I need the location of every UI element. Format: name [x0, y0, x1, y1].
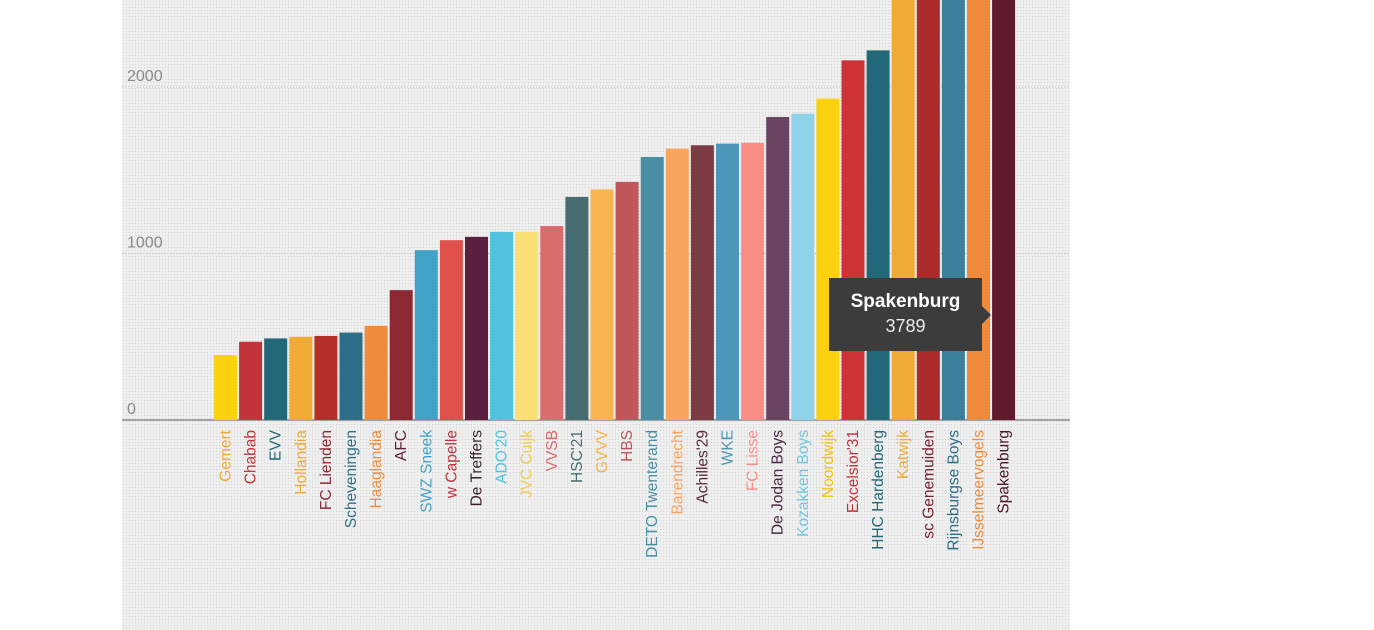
bar[interactable]: [515, 231, 539, 420]
bar[interactable]: [590, 189, 614, 420]
y-axis-ticks: 0 1000 2000: [127, 68, 163, 418]
bar[interactable]: [439, 240, 463, 420]
bar[interactable]: [992, 0, 1016, 420]
bar[interactable]: [465, 236, 488, 420]
y-tick-label: 0: [127, 401, 136, 418]
x-tick-label: Gemert: [218, 429, 235, 481]
x-tick-label: De Jodan Boys: [770, 430, 787, 535]
x-tick-label: Haaglandia: [368, 430, 385, 509]
bar[interactable]: [941, 0, 965, 420]
bar[interactable]: [916, 0, 940, 420]
bar[interactable]: [615, 181, 639, 420]
x-axis-labels: Gemert Chabab EVV Hollandia FC Lienden Scheve…: [218, 429, 1013, 557]
tooltip-value: 3789: [885, 316, 926, 336]
bar[interactable]: [339, 332, 363, 420]
bar[interactable]: [264, 338, 288, 420]
x-tick-label: GVVV: [594, 429, 611, 473]
bar[interactable]: [791, 113, 815, 420]
bar[interactable]: [364, 325, 388, 420]
x-tick-label: JVC Cuijk: [519, 430, 536, 498]
x-tick-label: De Treffers: [469, 430, 486, 507]
x-tick-label: Achilles'29: [694, 430, 711, 504]
bar[interactable]: [414, 250, 438, 420]
bar[interactable]: [289, 336, 313, 420]
bar[interactable]: [716, 143, 739, 421]
x-tick-label: FC Lisse: [745, 430, 762, 491]
bar[interactable]: [741, 142, 765, 420]
x-tick-label: FC Lienden: [318, 430, 335, 510]
x-tick-label: Barendrecht: [669, 429, 686, 514]
bar[interactable]: [816, 98, 840, 420]
bar[interactable]: [967, 0, 990, 420]
bar[interactable]: [640, 156, 664, 420]
tooltip: Spakenburg 3789: [829, 278, 991, 351]
x-tick-label: HHC Hardenberg: [870, 430, 887, 550]
bar[interactable]: [841, 60, 865, 421]
bar[interactable]: [565, 196, 589, 420]
x-tick-label: HSC'21: [569, 430, 586, 483]
x-tick-label: w Capelle: [443, 430, 460, 499]
bar[interactable]: [665, 148, 689, 421]
bar[interactable]: [389, 290, 413, 420]
x-tick-label: Scheveningen: [343, 430, 360, 528]
x-tick-label: Noordwijk: [820, 430, 837, 498]
x-tick-label: ADO'20: [494, 430, 511, 484]
bar[interactable]: [314, 335, 338, 420]
x-tick-label: HBS: [619, 430, 636, 462]
x-tick-label: VVSB: [544, 430, 561, 471]
x-tick-label: Rijnsburgse Boys: [945, 430, 962, 551]
x-tick-label: Kozakken Boys: [795, 430, 812, 537]
bar[interactable]: [540, 226, 564, 420]
x-tick-label: Spakenburg: [996, 430, 1013, 514]
bar[interactable]: [239, 341, 263, 420]
bar[interactable]: [766, 116, 790, 420]
y-tick-label: 1000: [127, 235, 163, 252]
x-tick-label: sc Genemuiden: [920, 430, 937, 539]
x-tick-label: Hollandia: [293, 430, 310, 495]
x-tick-label: EVV: [268, 429, 285, 461]
bar[interactable]: [866, 50, 890, 421]
bars: [214, 0, 1016, 421]
x-tick-label: IJsselmeervogels: [971, 430, 988, 550]
x-tick-label: AFC: [393, 430, 410, 461]
x-tick-label: Excelsior'31: [845, 430, 862, 513]
bar[interactable]: [690, 145, 714, 420]
bar[interactable]: [490, 231, 514, 420]
x-tick-label: SWZ Sneek: [418, 430, 435, 513]
bar[interactable]: [214, 355, 237, 420]
tooltip-title: Spakenburg: [850, 291, 961, 312]
bar[interactable]: [891, 0, 915, 420]
x-tick-label: Katwijk: [895, 430, 912, 479]
y-tick-label: 2000: [127, 68, 163, 85]
x-tick-label: DETO Twenterand: [644, 430, 661, 558]
x-tick-label: WKE: [720, 430, 737, 465]
x-tick-label: Chabab: [243, 430, 260, 484]
